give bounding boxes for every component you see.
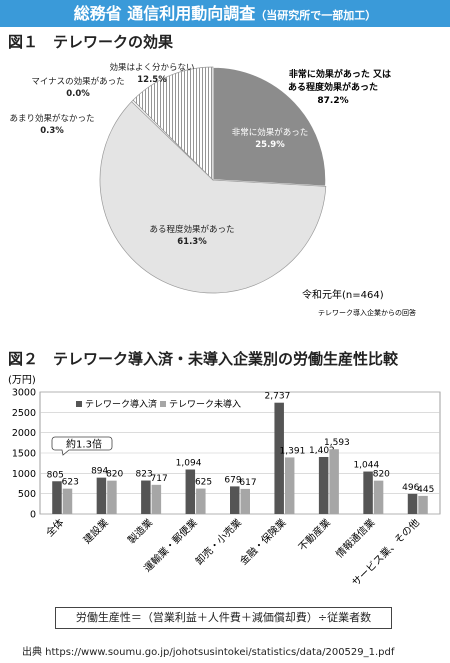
y-tick-label: 1000 [12, 469, 36, 480]
data-label-adopted-8: 496 [402, 483, 419, 493]
figure2-title: 図２ テレワーク導入済・未導入企業別の労働生産性比較 [8, 350, 399, 368]
bar-not-adopted-3 [196, 488, 206, 514]
y-tick-label: 500 [18, 489, 36, 500]
data-label-adopted-5: 2,737 [265, 392, 291, 402]
y-tick-label: 0 [30, 510, 36, 521]
pie-slice-somewhat-effective-label: ある程度効果があった [149, 224, 234, 235]
header-title: 総務省 通信利用動向調査 [73, 4, 256, 23]
y-tick-labels: 0 500 1000 1500 2000 2500 3000 [12, 388, 36, 521]
legend-swatch-adopted [76, 401, 82, 407]
pie-slice-very-effective-label: 非常に効果があった [232, 127, 309, 138]
y-tick-label: 2000 [12, 428, 36, 439]
data-label-adopted-1: 894 [91, 467, 108, 477]
header-subtitle: （当研究所で一部加工） [255, 9, 377, 22]
bar-not-adopted-1 [107, 480, 117, 514]
pie-slice-not-very-effective-value: 0.3% [40, 126, 64, 136]
bar-adopted-7 [363, 471, 373, 514]
data-label-adopted-0: 805 [47, 470, 64, 480]
data-label-not-adopted-6: 1,593 [324, 438, 350, 448]
y-tick-label: 2500 [12, 408, 36, 419]
pie-group-label-line2: ある程度効果があった [288, 81, 378, 93]
pie-slice-unknown-value: 12.5% [137, 75, 167, 85]
bar-adopted-4 [230, 486, 240, 514]
bar-adopted-3 [185, 469, 196, 514]
legend-label-adopted: テレワーク導入済 [85, 398, 157, 410]
x-tick-label: 建設業 [80, 516, 110, 546]
pie-slices [99, 66, 327, 294]
data-label-not-adopted-1: 820 [106, 470, 123, 480]
bar-adopted-5 [274, 402, 284, 514]
legend-swatch-not-adopted [160, 401, 166, 407]
data-label-not-adopted-8: 445 [417, 485, 434, 495]
data-label-not-adopted-7: 820 [373, 470, 390, 480]
bar-adopted-6 [318, 456, 329, 514]
bar-adopted-2 [141, 480, 151, 514]
callout-bubble [51, 436, 113, 456]
x-tick-label: 金融・保険業 [237, 516, 289, 568]
bar-not-adopted-6 [329, 449, 339, 514]
x-tick-label: 全体 [43, 516, 66, 539]
legend-label-not-adopted: テレワーク未導入 [169, 398, 241, 410]
y-axis-label: (万円) [8, 375, 36, 386]
bar-not-adopted-0 [62, 488, 73, 514]
pie-footnote: 令和元年(n=464) [302, 288, 384, 301]
formula-box: 労働生産性＝（営業利益＋人件費＋減価償却費）÷従業者数 [55, 607, 392, 629]
pie-slice-not-very-effective-label: あまり効果がなかった [9, 113, 94, 124]
pie-group-label-line1: 非常に効果があった 又は [289, 68, 391, 80]
ratio-callout: 約1.3倍 [51, 436, 113, 456]
data-label-adopted-2: 823 [136, 470, 153, 480]
bar-not-adopted-8 [418, 495, 428, 514]
data-label-adopted-4: 679 [224, 475, 241, 485]
data-label-not-adopted-0: 623 [62, 478, 79, 488]
data-label-adopted-7: 1,044 [353, 461, 379, 471]
data-label-adopted-3: 1,094 [176, 459, 202, 469]
x-tick-label: 卸売・小売業 [193, 516, 245, 568]
data-label-not-adopted-5: 1,391 [280, 446, 306, 456]
pie-slice-negative-effect-label: マイナスの効果があった [31, 76, 124, 87]
x-tick-label: 情報通信業 [333, 516, 378, 561]
callout-text: 約1.3倍 [66, 438, 102, 451]
bar-not-adopted-4 [240, 488, 250, 514]
bar-adopted-1 [96, 477, 107, 514]
pie-group-value: 87.2% [317, 96, 348, 106]
bar-not-adopted-2 [151, 484, 162, 514]
bar-adopted-0 [52, 481, 62, 514]
y-tick-label: 1500 [12, 449, 36, 460]
pie-slice-very-effective [212, 66, 327, 188]
data-label-adopted-6: 1,402 [309, 446, 335, 456]
header-banner: 総務省 通信利用動向調査（当研究所で一部加工） [0, 0, 450, 27]
bar-not-adopted-7 [373, 480, 384, 514]
source-url: 出典 https://www.soumu.go.jp/johotsusintok… [22, 647, 395, 658]
pie-slice-somewhat-effective [99, 101, 327, 294]
pie-slice-unknown [132, 66, 214, 181]
pie-note: テレワーク導入企業からの回答 [318, 308, 416, 317]
pie-group-annotation: 非常に効果があった 又は ある程度効果があった 87.2% [288, 68, 391, 106]
bar-not-adopted-5 [284, 457, 295, 514]
pie-chart: 非常に効果があった 25.9% ある程度効果があった 61.3% あまり効果がなかった 0… [9, 62, 416, 317]
pie-slice-very-effective-value: 25.9% [255, 140, 285, 150]
pie-labels: 非常に効果があった 25.9% ある程度効果があった 61.3% あまり効果がなかった 0… [9, 62, 308, 247]
pie-slice-somewhat-effective-value: 61.3% [177, 237, 207, 247]
data-label-not-adopted-4: 617 [239, 478, 256, 488]
x-tick-label: 製造業 [125, 516, 155, 546]
legend: テレワーク導入済 テレワーク未導入 [76, 398, 241, 410]
y-tick-label: 3000 [12, 388, 36, 399]
bar-grid [39, 391, 441, 515]
data-label-not-adopted-2: 717 [151, 474, 168, 484]
x-tick-label: 不動産業 [296, 516, 333, 553]
pie-slice-negative-effect-value: 0.0% [66, 89, 90, 99]
figure1-title: 図１ テレワークの効果 [8, 33, 174, 51]
data-label-not-adopted-3: 625 [195, 478, 212, 488]
bar-adopted-8 [407, 493, 418, 514]
pie-slice-unknown-label: 効果はよく分からない [109, 62, 194, 73]
